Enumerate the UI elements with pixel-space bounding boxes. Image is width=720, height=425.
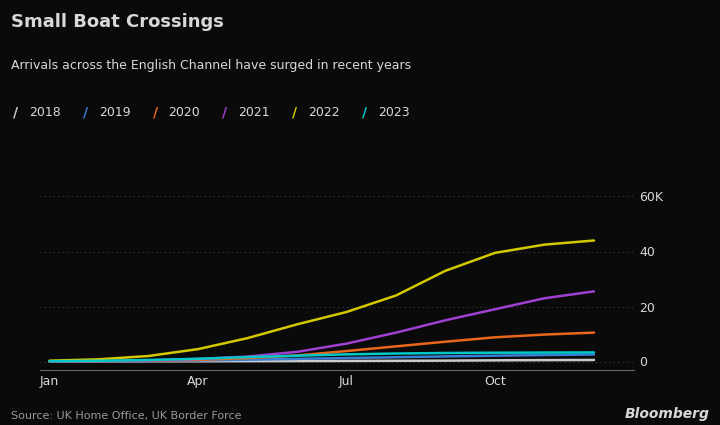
- Text: Small Boat Crossings: Small Boat Crossings: [11, 13, 224, 31]
- Text: /: /: [362, 106, 367, 119]
- Text: 2021: 2021: [238, 106, 270, 119]
- Text: /: /: [13, 106, 18, 119]
- Text: Source: UK Home Office, UK Border Force: Source: UK Home Office, UK Border Force: [11, 411, 241, 421]
- Text: Arrivals across the English Channel have surged in recent years: Arrivals across the English Channel have…: [11, 60, 411, 73]
- Text: /: /: [83, 106, 88, 119]
- Text: Bloomberg: Bloomberg: [624, 407, 709, 421]
- Text: 2023: 2023: [378, 106, 410, 119]
- Text: 2019: 2019: [99, 106, 130, 119]
- Text: 2018: 2018: [29, 106, 60, 119]
- Text: /: /: [222, 106, 228, 119]
- Text: 2022: 2022: [308, 106, 340, 119]
- Text: 2020: 2020: [168, 106, 200, 119]
- Text: /: /: [153, 106, 158, 119]
- Text: /: /: [292, 106, 297, 119]
